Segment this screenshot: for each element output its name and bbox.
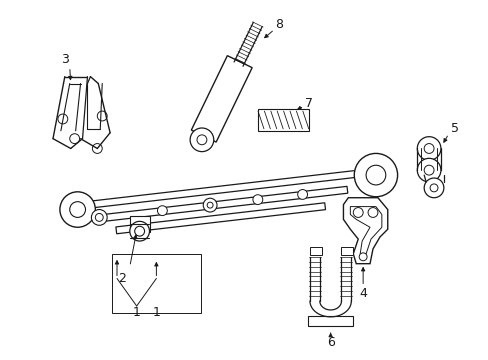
Circle shape	[297, 189, 307, 199]
Circle shape	[366, 165, 385, 185]
Circle shape	[252, 195, 262, 204]
Bar	[130, 216, 149, 232]
Text: 2: 2	[118, 272, 125, 285]
Circle shape	[197, 135, 206, 145]
Circle shape	[367, 208, 377, 217]
Bar	[112, 254, 200, 313]
Circle shape	[70, 134, 80, 144]
Circle shape	[60, 192, 95, 227]
Circle shape	[416, 158, 440, 182]
Bar	[309, 247, 321, 255]
Circle shape	[429, 184, 437, 192]
Circle shape	[97, 111, 107, 121]
Text: 8: 8	[275, 18, 283, 31]
Circle shape	[58, 114, 68, 124]
Circle shape	[95, 213, 103, 221]
Polygon shape	[102, 186, 347, 221]
Polygon shape	[191, 56, 252, 142]
Circle shape	[135, 226, 144, 236]
Circle shape	[353, 153, 397, 197]
Text: 1: 1	[152, 306, 160, 319]
Polygon shape	[343, 198, 387, 264]
Circle shape	[359, 253, 366, 261]
Text: 4: 4	[359, 287, 366, 300]
Text: 5: 5	[450, 122, 458, 135]
Circle shape	[91, 210, 107, 225]
Text: 6: 6	[326, 336, 334, 349]
Circle shape	[157, 206, 167, 216]
Circle shape	[352, 208, 363, 217]
Polygon shape	[116, 203, 325, 234]
Text: 1: 1	[132, 306, 141, 319]
Bar	[307, 316, 352, 326]
Text: 7: 7	[305, 97, 312, 110]
Circle shape	[70, 202, 85, 217]
Circle shape	[92, 144, 102, 153]
Circle shape	[203, 198, 217, 212]
Circle shape	[423, 178, 443, 198]
Polygon shape	[92, 169, 366, 208]
Circle shape	[416, 137, 440, 160]
Circle shape	[423, 144, 433, 153]
Bar	[257, 109, 308, 131]
Circle shape	[129, 221, 149, 241]
Circle shape	[190, 128, 213, 152]
Text: 3: 3	[61, 53, 69, 66]
Bar	[341, 247, 352, 255]
Circle shape	[423, 165, 433, 175]
Polygon shape	[349, 207, 381, 254]
Circle shape	[207, 202, 213, 208]
